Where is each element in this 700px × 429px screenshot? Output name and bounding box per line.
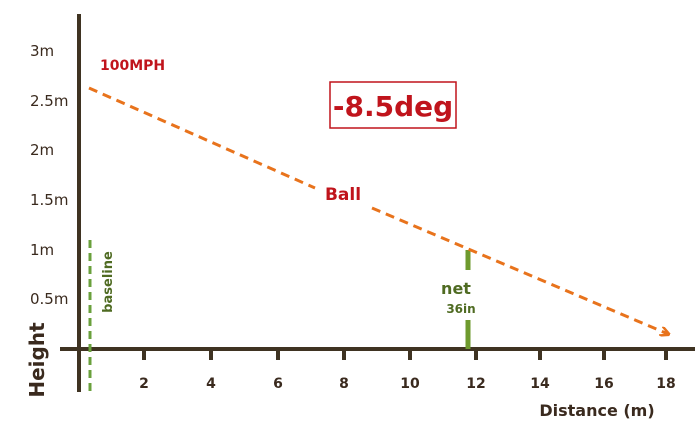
angle-box — [329, 81, 457, 129]
angle-label: -8.5deg — [333, 90, 453, 123]
net-label: net — [441, 279, 471, 298]
x-tick-label: 16 — [594, 376, 613, 392]
y-tick-label: 1.5m — [30, 191, 68, 209]
x-tick-label: 6 — [273, 376, 283, 392]
y-tick-label: 1m — [30, 241, 54, 259]
ball-label: Ball — [325, 185, 361, 205]
x-tick-label: 8 — [339, 376, 349, 392]
baseline-label: baseline — [101, 251, 116, 313]
ball-trajectory-arrow — [88, 86, 316, 190]
speed-label: 100MPH — [100, 58, 165, 74]
x-tick-label: 10 — [400, 376, 420, 392]
x-axis-title: Distance (m) — [539, 401, 654, 420]
x-tick-label: 4 — [206, 376, 216, 392]
y-tick-label: 2m — [30, 141, 54, 159]
ball-trajectory-arrow — [371, 206, 668, 334]
y-axis-title: Height — [25, 322, 49, 398]
y-tick-label: 3m — [30, 42, 54, 60]
x-tick-label: 12 — [466, 376, 485, 392]
y-tick-label: 0.5m — [30, 290, 68, 308]
x-tick-label: 18 — [656, 376, 675, 392]
x-tick-label: 14 — [530, 376, 550, 392]
net-height-label: 36in — [446, 302, 475, 316]
x-tick-label: 2 — [139, 376, 149, 392]
y-tick-label: 2.5m — [30, 92, 68, 110]
